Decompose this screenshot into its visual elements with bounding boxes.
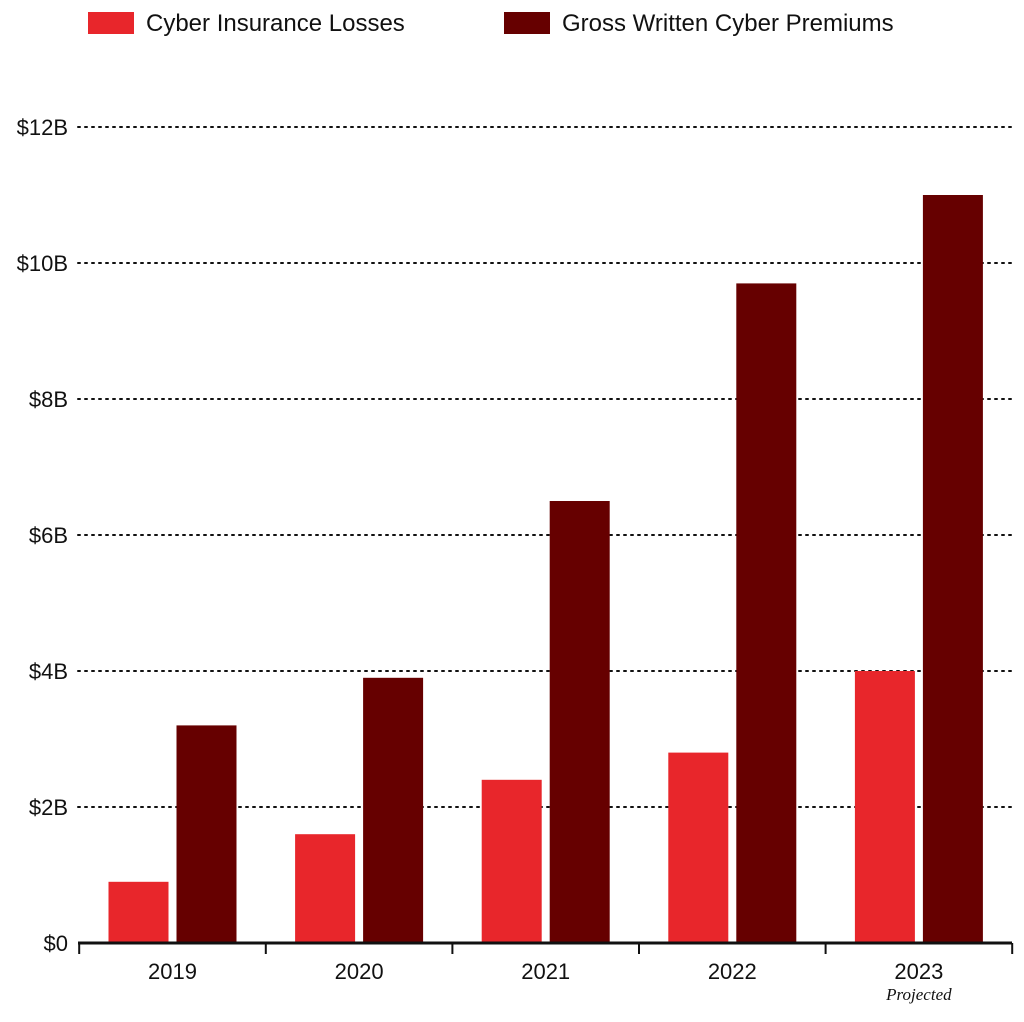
- y-tick-label: $4B: [29, 659, 68, 684]
- bar-losses: [854, 671, 915, 943]
- y-tick-label: $12B: [17, 115, 68, 140]
- x-tick-label: 2019: [148, 959, 197, 984]
- x-tick-label: 2023: [894, 959, 943, 984]
- y-tick-label: $10B: [17, 251, 68, 276]
- legend-label-losses: Cyber Insurance Losses: [146, 10, 405, 37]
- x-axis: [78, 941, 1014, 954]
- legend-swatch-premiums: [504, 12, 550, 34]
- y-tick-label: $6B: [29, 523, 68, 548]
- bar-losses: [481, 779, 542, 943]
- bar-losses: [668, 752, 729, 943]
- bar-premiums: [549, 501, 610, 943]
- x-tick-label: 2022: [708, 959, 757, 984]
- bar-premiums: [736, 283, 797, 943]
- bar-premiums: [922, 195, 983, 943]
- bars: [108, 195, 983, 943]
- x-tick-label: 2021: [521, 959, 570, 984]
- y-axis-labels: $0 $2B $4B $6B $8B $10B $12B: [17, 115, 68, 956]
- bar-premiums: [176, 725, 237, 943]
- legend-label-premiums: Gross Written Cyber Premiums: [562, 10, 894, 37]
- x-tick-label: 2020: [335, 959, 384, 984]
- y-tick-label: $8B: [29, 387, 68, 412]
- bar-premiums: [363, 677, 424, 943]
- y-tick-label: $2B: [29, 795, 68, 820]
- bar-losses: [295, 834, 356, 943]
- legend-swatch-losses: [88, 12, 134, 34]
- x-tick-note: Projected: [885, 985, 952, 1004]
- bar-losses: [108, 881, 169, 943]
- y-tick-label: $0: [44, 931, 68, 956]
- legend: Cyber Insurance Losses Gross Written Cyb…: [88, 10, 894, 37]
